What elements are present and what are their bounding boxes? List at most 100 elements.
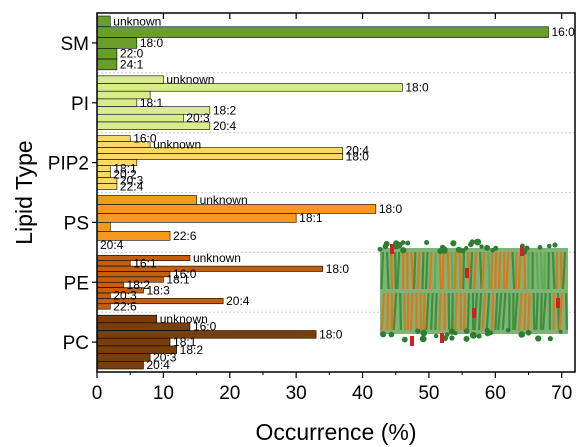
bar-label: unknown (166, 73, 214, 87)
bar-label: 20:3 (186, 111, 210, 125)
bar-label: 18:2 (180, 343, 204, 357)
lipid-chain (564, 292, 568, 331)
bar (96, 303, 111, 310)
bar-label: 20:3 (153, 350, 177, 364)
lipid-headgroup (388, 331, 395, 338)
lipid-headgroup (484, 330, 491, 337)
bar-label: unknown (160, 312, 208, 326)
lipid-chain (469, 251, 474, 290)
lipid-chain (513, 292, 519, 331)
bar-label: 20:4 (146, 358, 170, 372)
lipid-chain (477, 292, 483, 331)
lipid-chain (518, 292, 523, 331)
lipid-chain (485, 292, 491, 331)
bar (96, 213, 297, 223)
x-tick-label: 10 (153, 383, 174, 404)
bar-label: 18:1 (173, 335, 197, 349)
bar (96, 165, 111, 172)
lipid-headgroup (450, 240, 457, 247)
lipid-chain (434, 292, 438, 331)
lipid-chain (491, 292, 495, 331)
y-tick-label: PI (71, 94, 89, 115)
bar (96, 153, 343, 160)
lipid-chain (380, 292, 386, 331)
lipid-chain (458, 251, 462, 290)
lipid-chain (487, 251, 491, 290)
lipid-headgroup (439, 244, 446, 251)
highlighted-lipid (556, 298, 560, 308)
y-tick-label: PE (64, 273, 89, 294)
bar-label: 20:3 (120, 174, 144, 188)
highlighted-lipid (465, 268, 469, 278)
lipid-chain (454, 292, 458, 331)
lipid-chain (481, 251, 486, 290)
bar (96, 292, 111, 299)
lipid-headgroup (433, 333, 439, 339)
bar (96, 83, 403, 92)
lipid-headgroup (449, 335, 455, 341)
bar-label: 20:4 (213, 119, 237, 133)
lipid-headgroup (380, 331, 387, 338)
lipid-headgroup (448, 328, 456, 335)
highlighted-lipid (472, 308, 476, 318)
bar (96, 353, 151, 362)
bar (96, 15, 111, 28)
lipid-chain (541, 292, 547, 331)
bar-label: unknown (153, 138, 201, 152)
lipid-chain (386, 292, 390, 331)
lipid-headgroup (464, 246, 469, 251)
lipid-chain (462, 251, 465, 290)
lipid-chain (535, 251, 540, 290)
bar (96, 222, 111, 232)
lipid-headgroup (493, 245, 499, 251)
bar-label: unknown (200, 193, 248, 207)
highlighted-lipid (390, 244, 394, 254)
x-tick-label: 50 (418, 383, 439, 404)
bar-label: 18:1 (140, 96, 164, 110)
bar (96, 135, 131, 142)
x-axis-title: Occurrence (%) (255, 419, 416, 445)
plot-frame (96, 12, 576, 373)
lipid-chain (497, 251, 502, 290)
lipid-chain (450, 251, 454, 290)
lipid-headgroup (518, 331, 526, 338)
lipid-chain (539, 251, 544, 290)
lipid-chain (438, 251, 443, 290)
bar (96, 314, 158, 324)
y-tick-label: PS (64, 213, 89, 234)
bar-label: 18:1 (166, 273, 190, 287)
bar (96, 260, 131, 267)
bar (96, 183, 118, 190)
lipid-chain (559, 251, 563, 290)
membrane-inset-image (377, 238, 568, 346)
lipid-chain (514, 251, 518, 290)
bar (96, 58, 118, 71)
lipid-chain (385, 251, 390, 290)
y-tick-label: PIP2 (48, 154, 89, 175)
bar-label: 18:1 (113, 162, 137, 176)
bar-label: 16:1 (133, 256, 157, 270)
lipid-headgroup (405, 240, 411, 246)
lipid-chain (392, 292, 398, 331)
lipid-chain (433, 251, 437, 290)
bar (96, 361, 144, 370)
y-axis-title: Lipid Type (11, 140, 37, 244)
lipid-headgroup (419, 335, 427, 343)
lipid-chain (478, 251, 483, 290)
lipid-headgroup (552, 242, 558, 248)
bar-label: 22:6 (113, 299, 137, 313)
lipid-headgroup (484, 244, 491, 251)
lipid-chain (523, 292, 527, 331)
lipid-chain (453, 251, 457, 290)
lipid-headgroup (401, 336, 408, 343)
bar-label: unknown (113, 14, 161, 28)
lipid-chain (466, 292, 471, 331)
lipid-chain (419, 292, 423, 331)
bar-label: 20:4 (226, 294, 250, 308)
lipid-chain (511, 251, 516, 290)
lipid-chain (497, 292, 503, 331)
lipid-chain (558, 292, 564, 331)
lipid-headgroup (463, 328, 470, 334)
lipid-chain (409, 292, 414, 331)
